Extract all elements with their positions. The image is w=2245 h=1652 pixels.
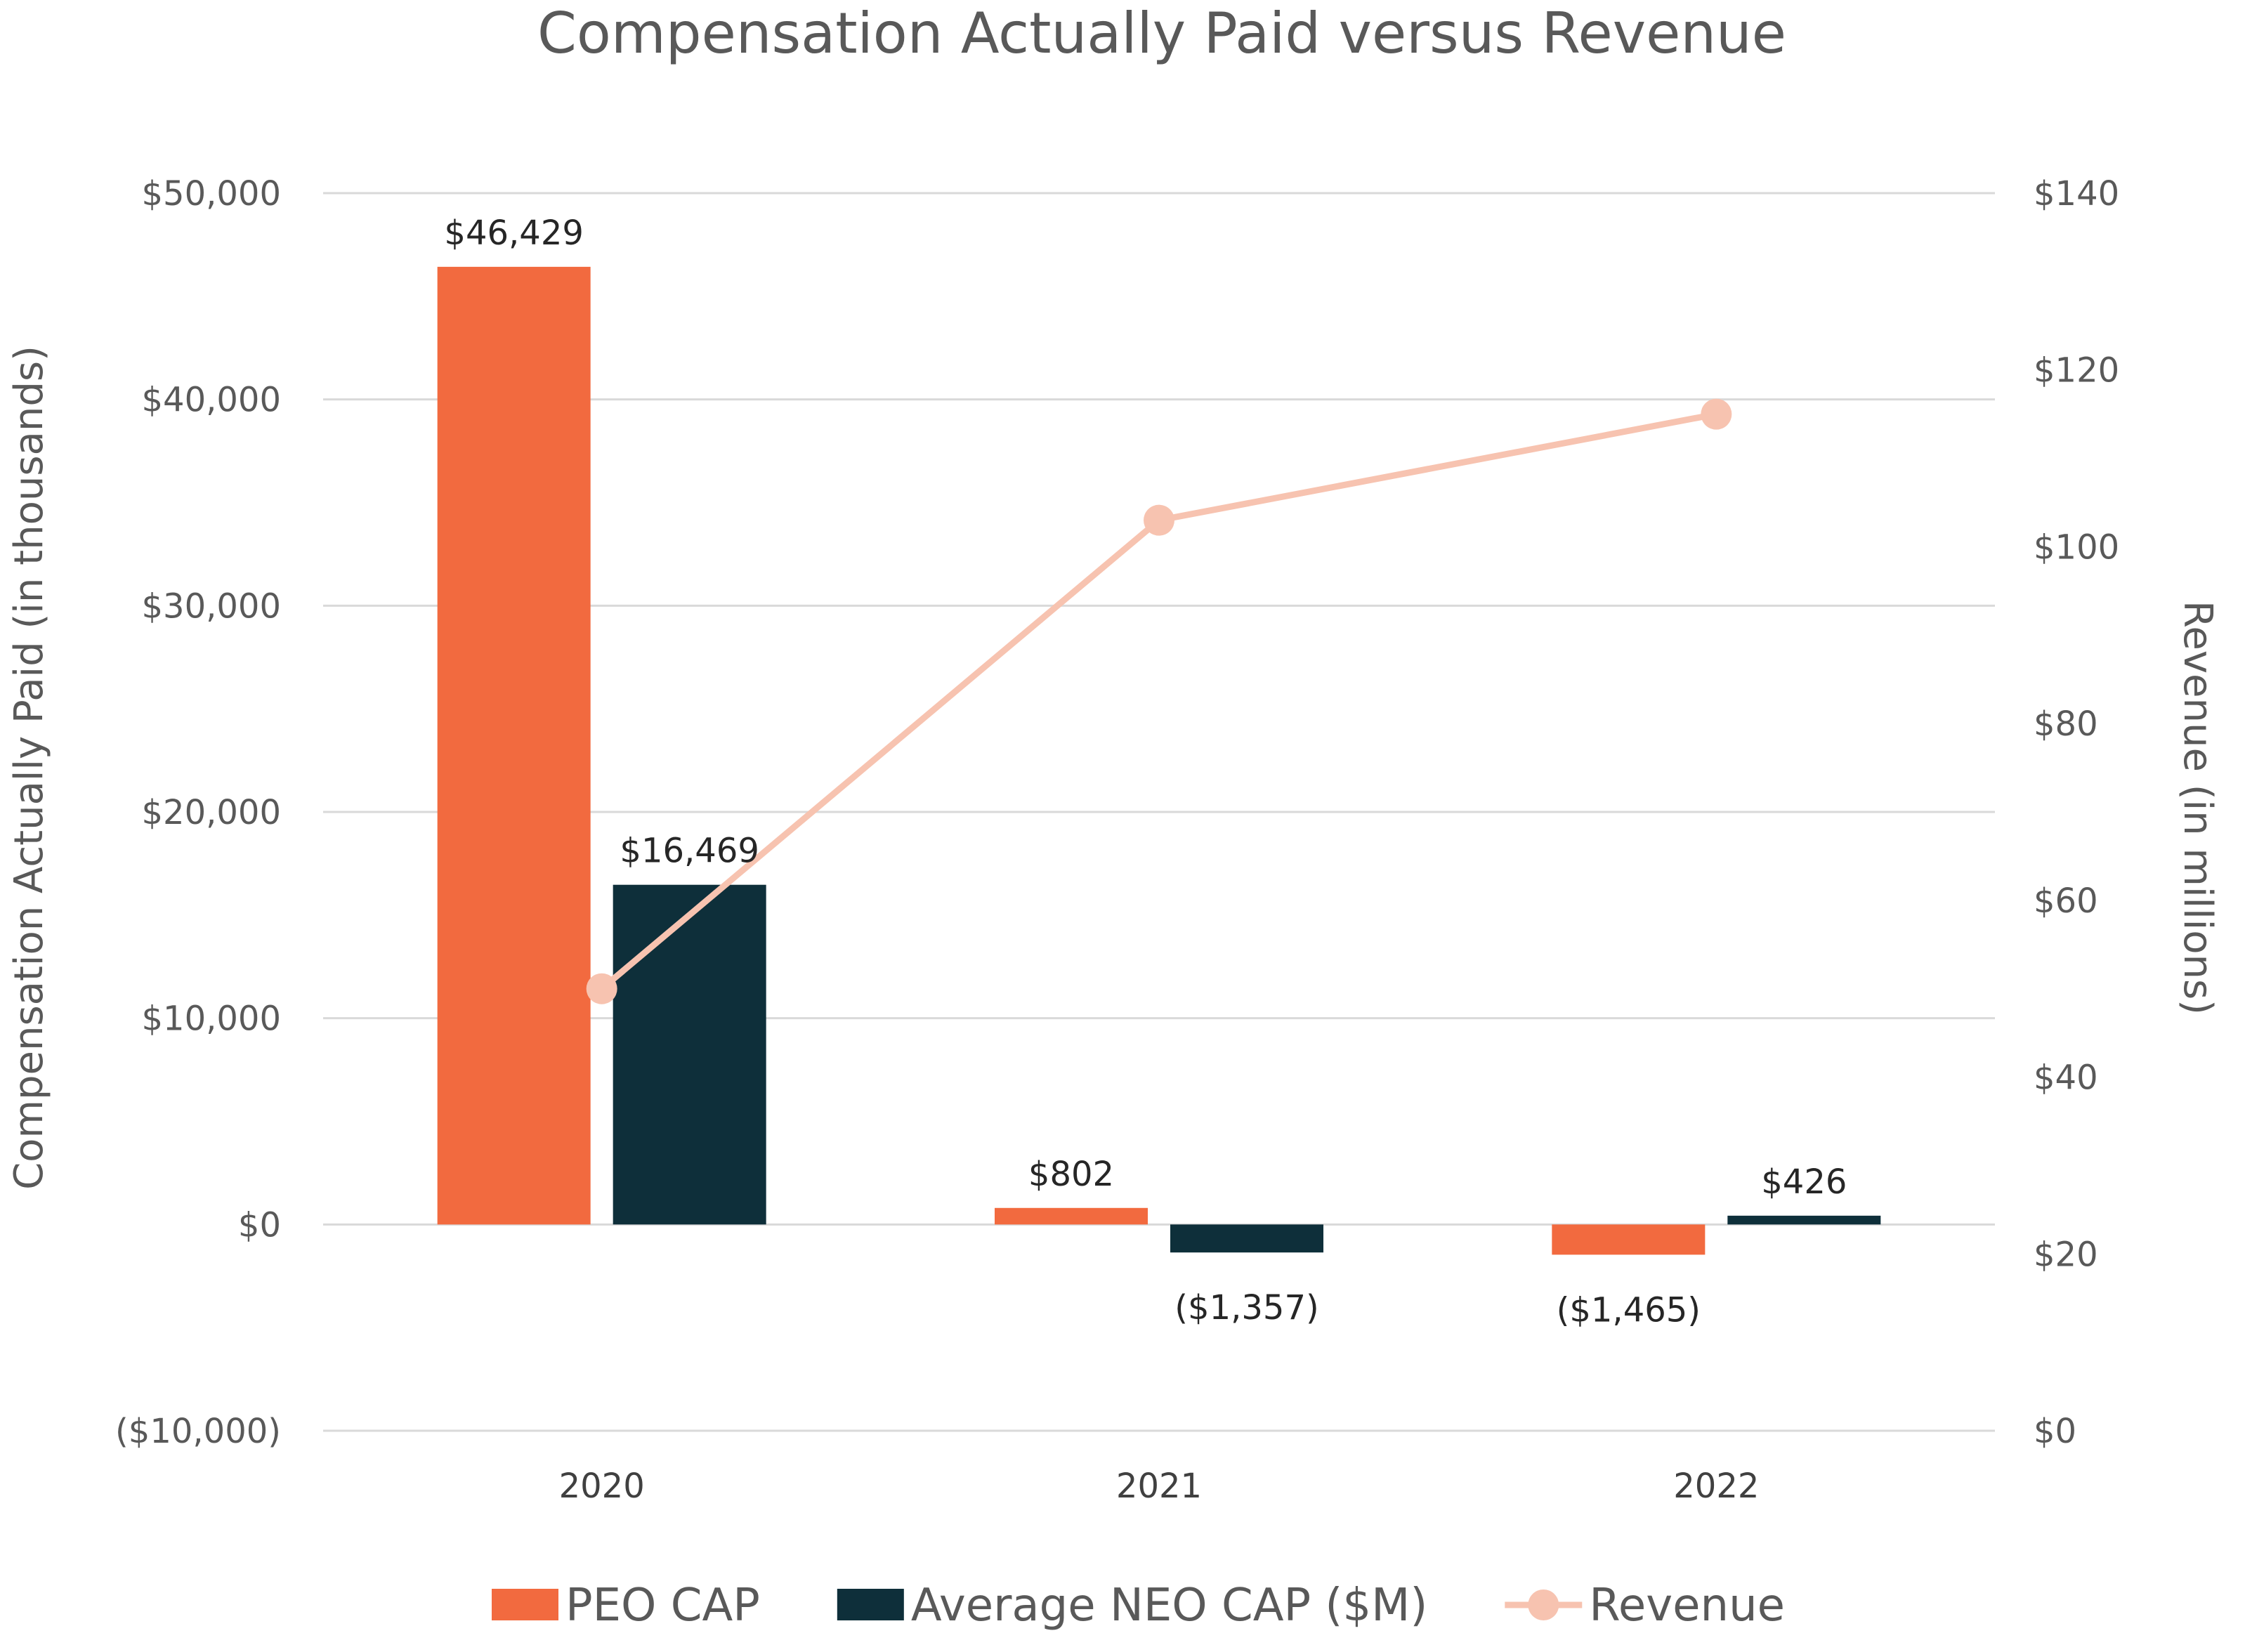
revenue-line bbox=[586, 398, 1732, 1004]
data-label: $16,469 bbox=[620, 832, 759, 871]
revenue-point-2020 bbox=[586, 973, 617, 1004]
legend-label-peo-cap: PEO CAP bbox=[565, 1580, 760, 1632]
y2-axis-ticks: $140 $120 $100 $80 $60 $40 $20 $0 bbox=[2034, 174, 2119, 1451]
x-tick-label: 2022 bbox=[1673, 1467, 1759, 1506]
y-axis-title: Compensation Actually Paid (in thousands… bbox=[6, 346, 52, 1190]
legend-marker-revenue bbox=[1528, 1589, 1559, 1620]
legend-label-average-neo-cap-m: Average NEO CAP ($M) bbox=[911, 1580, 1427, 1632]
x-tick-label: 2020 bbox=[559, 1467, 645, 1506]
bar-average-neo-cap-m--2020 bbox=[613, 884, 766, 1225]
y-tick-label: $40,000 bbox=[142, 381, 282, 420]
legend-label-revenue: Revenue bbox=[1589, 1580, 1785, 1632]
legend-swatch-peo-cap bbox=[492, 1589, 558, 1620]
data-label: $46,429 bbox=[444, 214, 584, 253]
y-tick-label: $30,000 bbox=[142, 586, 282, 626]
y2-tick-label: $60 bbox=[2034, 881, 2098, 921]
bar-peo-cap-2021 bbox=[995, 1207, 1148, 1225]
y-tick-label: $0 bbox=[238, 1205, 281, 1245]
y-tick-label: ($10,000) bbox=[115, 1412, 281, 1451]
bar-average-neo-cap-m--2021 bbox=[1170, 1224, 1323, 1253]
y-axis-ticks: $50,000 $40,000 $30,000 $20,000 $10,000 $0 ($1… bbox=[115, 174, 281, 1451]
data-label: $802 bbox=[1028, 1155, 1114, 1194]
y-tick-label: $50,000 bbox=[142, 174, 282, 214]
gridlines bbox=[323, 192, 1995, 1432]
data-label: ($1,465) bbox=[1557, 1290, 1701, 1330]
revenue-line-path bbox=[599, 411, 1717, 992]
legend-swatch-average-neo-cap-m bbox=[837, 1589, 904, 1620]
y2-tick-label: $40 bbox=[2034, 1058, 2098, 1098]
y2-tick-label: $0 bbox=[2034, 1412, 2076, 1451]
bar-peo-cap-2020 bbox=[437, 266, 591, 1225]
revenue-point-2021 bbox=[1144, 504, 1174, 536]
y2-tick-label: $140 bbox=[2034, 174, 2119, 214]
bar-peo-cap-2022 bbox=[1552, 1224, 1706, 1255]
x-axis-ticks: 2020 2021 2022 bbox=[559, 1467, 1760, 1506]
data-label: $426 bbox=[1761, 1162, 1847, 1202]
bars bbox=[437, 266, 1881, 1255]
data-label: ($1,357) bbox=[1174, 1288, 1318, 1328]
y-tick-label: $20,000 bbox=[142, 793, 282, 832]
data-labels: $46,429 $802 ($1,465) $16,469 ($1,357) $426 bbox=[444, 214, 1847, 1330]
x-tick-label: 2021 bbox=[1116, 1467, 1202, 1506]
y2-tick-label: $100 bbox=[2034, 527, 2119, 567]
y-tick-label: $10,000 bbox=[142, 999, 282, 1039]
chart-title: Compensation Actually Paid versus Revenu… bbox=[537, 1, 1786, 66]
y2-tick-label: $120 bbox=[2034, 351, 2119, 391]
bar-average-neo-cap-m--2022 bbox=[1727, 1215, 1881, 1225]
y2-tick-label: $80 bbox=[2034, 704, 2098, 744]
legend: PEO CAP Average NEO CAP ($M) Revenue bbox=[492, 1580, 1785, 1632]
revenue-point-2022 bbox=[1701, 398, 1732, 430]
y2-axis-title: Revenue (in millions) bbox=[2175, 601, 2220, 1015]
y2-tick-label: $20 bbox=[2034, 1235, 2098, 1274]
